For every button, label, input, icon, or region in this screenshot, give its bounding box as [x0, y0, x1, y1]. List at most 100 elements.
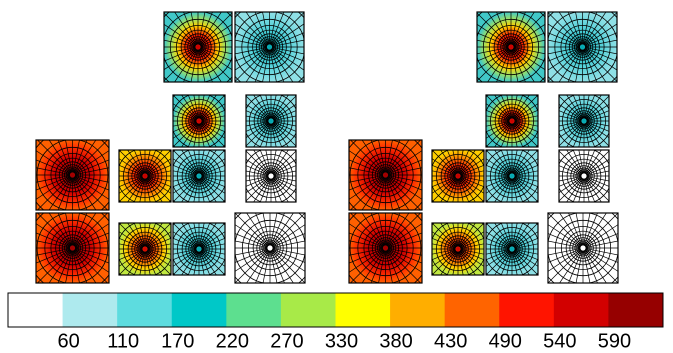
mesh-spoke: [173, 250, 198, 275]
mesh-spoke: [500, 95, 512, 119]
mesh-spoke: [187, 223, 199, 247]
mesh-spoke: [432, 164, 456, 176]
mesh-spoke: [271, 48, 304, 82]
mesh-spoke: [57, 177, 72, 210]
mesh-spoke: [199, 95, 205, 119]
mesh-spoke: [486, 115, 510, 121]
colorbar-segment: [117, 293, 173, 327]
mesh-spoke: [245, 49, 269, 82]
mesh-spoke: [255, 213, 270, 246]
mesh-spoke: [200, 250, 225, 275]
mesh-spoke: [548, 213, 582, 247]
mesh-spoke: [513, 47, 545, 55]
mesh-panel: [246, 95, 296, 147]
mesh-spoke: [388, 248, 422, 256]
mesh-spoke: [200, 223, 225, 248]
mesh-spoke: [36, 159, 70, 175]
mesh-spoke: [586, 103, 609, 120]
mesh-spoke: [200, 48, 232, 71]
mesh-spoke: [388, 248, 422, 264]
mesh-spoke: [387, 150, 422, 174]
mesh-spoke: [514, 170, 538, 176]
mesh-spoke: [173, 250, 197, 267]
mesh-spoke: [460, 164, 484, 176]
mesh-spoke: [559, 122, 583, 147]
mesh-spoke: [559, 122, 582, 139]
mesh-spoke: [458, 178, 464, 202]
mesh-spoke: [487, 49, 510, 82]
mesh-spoke: [349, 167, 383, 175]
mesh-spoke: [57, 213, 72, 246]
mesh-spoke: [200, 123, 217, 147]
mesh-spoke: [514, 231, 538, 248]
mesh-spoke: [272, 39, 304, 47]
mesh-spoke: [584, 250, 607, 283]
colorbar-tick-label: 540: [543, 330, 576, 352]
colorbar-segment: [390, 293, 446, 327]
mesh-spoke: [514, 249, 538, 255]
mesh-spoke: [65, 213, 73, 246]
mesh-spoke: [73, 177, 88, 210]
mesh-spoke: [273, 122, 296, 139]
mesh-spoke: [459, 150, 476, 174]
mesh-spoke: [585, 95, 609, 120]
mesh-spoke: [503, 49, 511, 82]
colorbar-segment: [499, 293, 555, 327]
mesh-spoke: [201, 115, 225, 121]
mesh-panel: [486, 95, 538, 147]
mesh-spoke: [584, 213, 607, 246]
mesh-spoke: [273, 103, 296, 120]
mesh-spoke: [75, 175, 109, 183]
mesh-spoke: [199, 178, 211, 202]
mesh-spoke: [200, 47, 232, 55]
mesh-spoke: [349, 232, 383, 248]
mesh-spoke: [198, 12, 206, 45]
mesh-spoke: [193, 223, 199, 247]
mesh-spoke: [584, 12, 617, 46]
mesh-spoke: [200, 177, 225, 202]
mesh-spoke: [350, 213, 384, 247]
mesh-spoke: [575, 12, 583, 45]
mesh-panel: [164, 12, 232, 82]
mesh-spoke: [585, 240, 618, 248]
mesh-spoke: [349, 240, 383, 248]
mesh-spoke: [459, 178, 476, 202]
mesh-spoke: [584, 150, 590, 174]
mesh-spoke: [145, 150, 151, 174]
mesh-spoke: [460, 176, 484, 182]
mesh-spoke: [127, 223, 144, 247]
colorbar-segment: [62, 293, 118, 327]
mesh-spoke: [558, 49, 582, 82]
mesh-spoke: [37, 249, 71, 283]
mesh-spoke: [494, 223, 511, 247]
mesh-spoke: [74, 223, 109, 247]
colorbar: 60 110 170 220 270 330 380 430 490 540 590: [7, 292, 664, 352]
mesh-spoke: [513, 32, 545, 47]
mesh-spoke: [119, 250, 143, 267]
mesh-spoke: [147, 231, 171, 248]
mesh-spoke: [586, 115, 609, 121]
mesh-spoke: [201, 231, 225, 248]
mesh-spoke: [164, 48, 196, 71]
mesh-spoke: [173, 115, 197, 121]
mesh-spoke: [586, 121, 609, 127]
mesh-spoke: [586, 110, 609, 121]
mesh-spoke: [575, 213, 583, 246]
mesh-spoke: [583, 213, 598, 246]
mesh-spoke: [585, 150, 602, 174]
mesh-spoke: [387, 249, 422, 273]
colorbar-tick-label: 270: [270, 330, 303, 352]
mesh-spoke: [486, 121, 510, 127]
mesh-spoke: [486, 237, 510, 249]
panel-border: [172, 149, 226, 203]
mesh-spoke: [147, 170, 171, 176]
panel-border: [547, 212, 619, 284]
mesh-spoke: [271, 178, 283, 202]
mesh-spoke: [575, 250, 583, 283]
mesh-spoke: [73, 213, 88, 246]
mesh-spoke: [273, 115, 296, 121]
panel-border: [172, 94, 226, 148]
mesh-spoke: [585, 47, 617, 62]
panel-border: [547, 11, 618, 83]
mesh-spoke: [385, 250, 393, 283]
